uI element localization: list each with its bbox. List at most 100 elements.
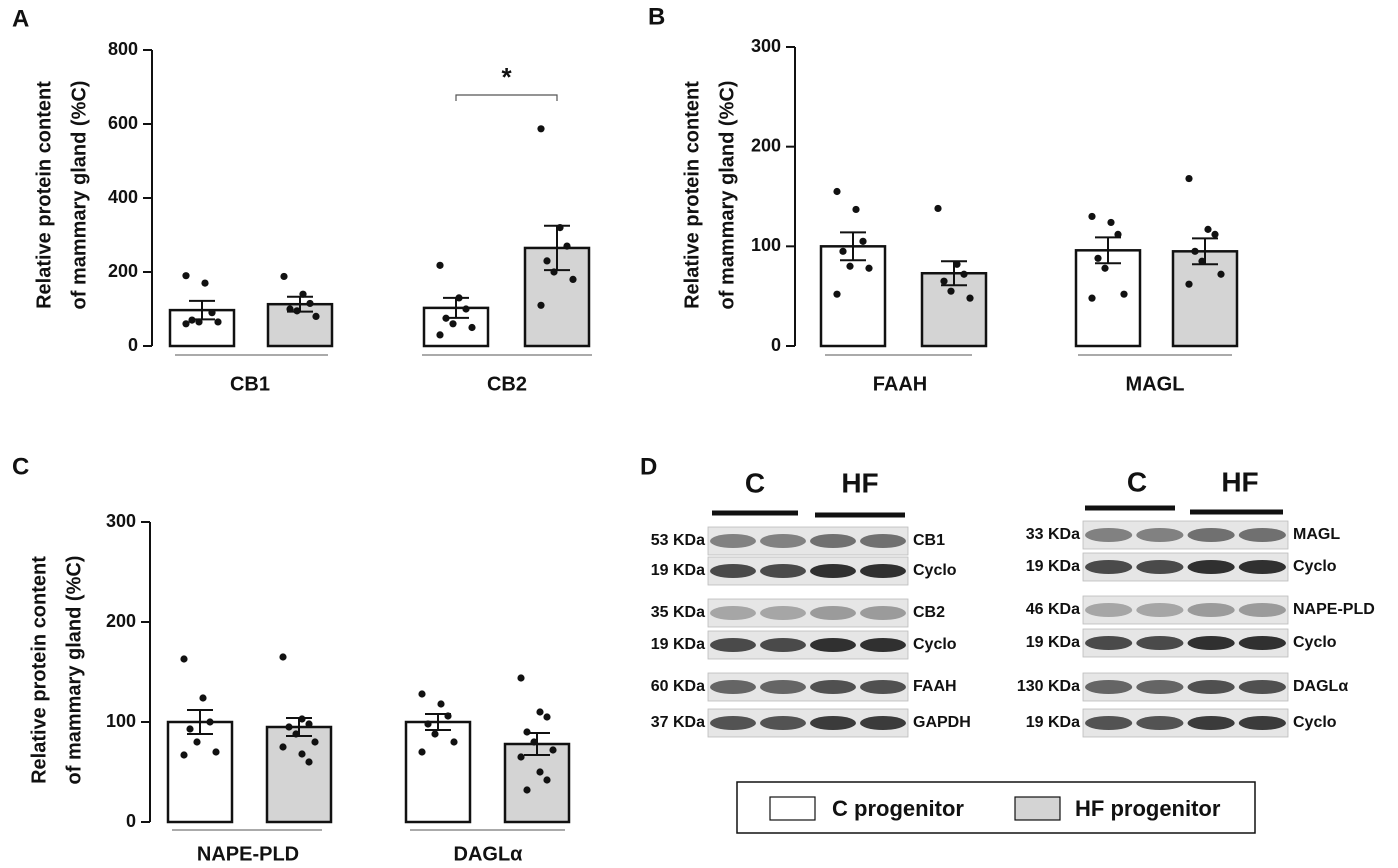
data-point (517, 674, 525, 682)
blot-band (860, 716, 906, 730)
bar (1171, 250, 1239, 348)
data-point (550, 268, 558, 276)
blot-band (1187, 528, 1235, 542)
data-point (1088, 294, 1096, 302)
data-point (305, 720, 313, 728)
data-point (195, 318, 203, 326)
protein-label: Cyclo (913, 636, 957, 653)
blot-band (710, 716, 756, 730)
lane-header: HF (1221, 466, 1258, 497)
blot-band (810, 680, 856, 694)
data-point (569, 275, 577, 283)
data-point (468, 323, 476, 332)
data-point (312, 312, 320, 320)
blot-band (1136, 528, 1184, 542)
blot-band (1238, 603, 1286, 617)
protein-label: CB2 (913, 604, 945, 621)
x-tick-label: MAGL (1126, 373, 1185, 395)
data-point (523, 786, 531, 794)
band-size: 130 KDa (1017, 678, 1080, 695)
data-point (852, 205, 860, 214)
legend-swatch (769, 796, 816, 821)
blot-band (760, 716, 806, 730)
blot-band (1238, 528, 1286, 542)
data-point (537, 125, 545, 133)
blot-band (1085, 716, 1133, 730)
panel-label: D (640, 453, 657, 480)
data-point (298, 750, 306, 758)
data-point (1088, 212, 1096, 221)
blot-band (860, 606, 906, 620)
x-tick-label: CB1 (230, 373, 270, 395)
blot-band (1136, 560, 1184, 574)
data-point (1107, 218, 1115, 227)
blot-band (760, 564, 806, 578)
blot-band (1238, 716, 1286, 730)
data-point (517, 753, 525, 761)
data-point (279, 653, 287, 661)
blot-band (760, 638, 806, 652)
data-point (199, 694, 207, 702)
data-point (536, 768, 544, 776)
legend-label: C progenitor (832, 796, 964, 821)
data-point (188, 316, 196, 324)
significance-bracket (455, 94, 558, 101)
band-size: 46 KDa (1026, 601, 1080, 618)
protein-label: CB1 (913, 532, 945, 549)
data-point (418, 690, 426, 698)
data-point (833, 187, 841, 196)
y-tick-label: 300 (106, 511, 136, 531)
data-point (1101, 264, 1109, 272)
data-point (543, 776, 551, 784)
band-size: 60 KDa (651, 678, 705, 695)
bar (1074, 249, 1142, 348)
blot-band (710, 564, 756, 578)
band-size: 19 KDa (1026, 714, 1080, 731)
blot-band (1085, 680, 1133, 694)
y-axis-label: Relative protein content (681, 81, 703, 309)
bar (166, 720, 234, 824)
data-point (293, 307, 301, 315)
data-point (298, 715, 306, 723)
blot-band (1085, 528, 1133, 542)
blot-band (1238, 636, 1286, 650)
blot-band (1187, 603, 1235, 617)
band-size: 19 KDa (651, 636, 705, 653)
data-point (193, 738, 201, 746)
y-tick-label: 300 (751, 36, 781, 56)
y-tick-label: 0 (126, 811, 136, 831)
data-point (833, 290, 841, 298)
x-tick-label: CB2 (487, 373, 527, 395)
panel-label: A (12, 5, 29, 32)
protein-label: GAPDH (913, 714, 971, 731)
data-point (449, 320, 457, 328)
blot-band (1187, 680, 1235, 694)
data-point (436, 261, 444, 269)
blot-band (710, 680, 756, 694)
lane-header: C (745, 467, 765, 498)
data-point (299, 290, 307, 298)
band-size: 19 KDa (1026, 558, 1080, 575)
data-point (306, 299, 314, 308)
blot-band (860, 638, 906, 652)
blot-band (1136, 636, 1184, 650)
y-tick-label: 0 (128, 335, 138, 355)
panel-label: B (648, 3, 665, 30)
blot-band (710, 534, 756, 548)
data-point (436, 331, 444, 339)
data-point (1094, 254, 1102, 262)
significance-label: * (501, 62, 512, 92)
panel-label: C (12, 453, 29, 480)
x-tick-label: NAPE-PLD (197, 843, 299, 865)
y-tick-label: 200 (106, 611, 136, 631)
data-point (563, 242, 571, 250)
blot-band (810, 534, 856, 548)
data-point (431, 730, 439, 738)
data-point (212, 748, 220, 756)
lane-header: HF (841, 467, 878, 498)
y-tick-label: 100 (106, 711, 136, 731)
bar (265, 725, 333, 824)
data-point (182, 272, 190, 280)
protein-label: NAPE-PLD (1293, 601, 1375, 618)
data-point (1185, 174, 1193, 183)
